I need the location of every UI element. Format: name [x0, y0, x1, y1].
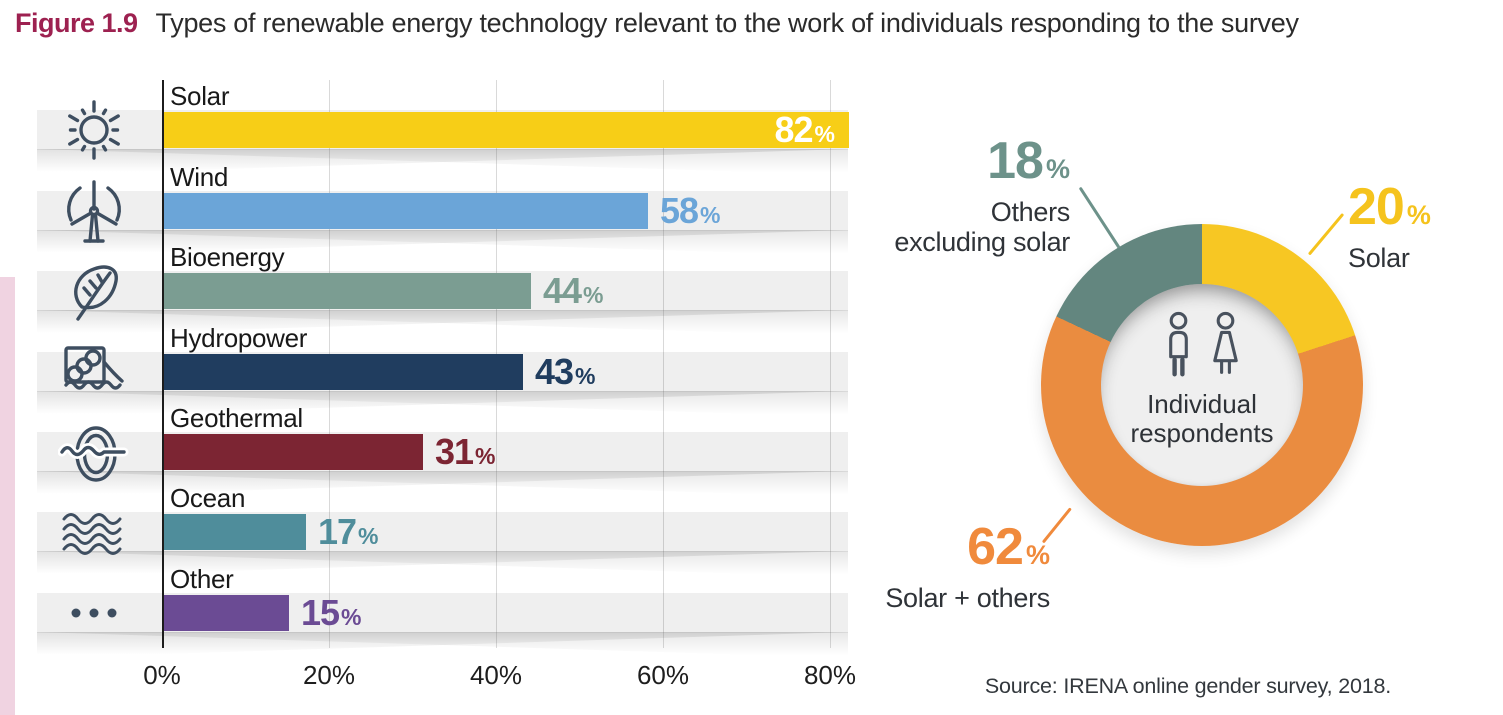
bar-bioenergy	[164, 273, 531, 309]
x-tick-80: 80%	[803, 660, 857, 690]
shadow-wedge	[37, 632, 848, 658]
value-label: 31%	[435, 431, 496, 472]
x-tick-40: 40%	[469, 660, 523, 690]
respondent-icons	[1101, 310, 1303, 384]
callout-solar-plus-others: 62% Solar + others	[885, 518, 1050, 613]
value-label: 43%	[535, 351, 596, 392]
bar-other	[164, 595, 289, 631]
figure-caption: Types of renewable energy technology rel…	[155, 8, 1299, 38]
bar-row-other: Other 15%	[0, 563, 900, 663]
category-label: Wind	[170, 162, 229, 192]
x-tick-20: 20%	[302, 660, 356, 690]
category-label: Geothermal	[170, 403, 303, 433]
donut-center: Individual respondents	[1101, 284, 1303, 486]
more-dots-icon	[58, 577, 130, 649]
x-tick-60: 60%	[636, 660, 690, 690]
gridline-80	[830, 80, 831, 648]
shadow-wedge	[37, 632, 848, 658]
category-label: Bioenergy	[170, 242, 285, 272]
ocean-waves-icon	[58, 496, 130, 568]
bar-geothermal	[164, 434, 423, 470]
value-label: 58%	[660, 190, 721, 231]
value-label: 15%	[301, 592, 362, 633]
bar-hydropower	[164, 354, 523, 390]
bar-track	[37, 593, 848, 633]
value-label: 44%	[543, 270, 604, 311]
source-note: Source: IRENA online gender survey, 2018…	[984, 674, 1391, 698]
figure-title: Figure 1.9 Types of renewable energy tec…	[15, 8, 1485, 39]
wind-turbine-icon	[58, 175, 130, 247]
y-axis-line	[162, 80, 164, 648]
accent-strip	[0, 277, 15, 715]
category-label: Hydropower	[170, 323, 308, 353]
value-label: 17%	[318, 511, 379, 552]
leader-line-others	[1078, 186, 1121, 249]
callout-solar: 20% Solar	[1348, 178, 1431, 273]
woman-icon	[1213, 311, 1238, 374]
bar-wind	[164, 193, 648, 229]
bar-solar	[164, 112, 849, 148]
x-tick-0: 0%	[143, 660, 181, 690]
category-label: Ocean	[170, 483, 246, 513]
hydropower-dam-icon	[58, 336, 130, 408]
man-icon	[1169, 311, 1188, 377]
donut-center-label: Individual respondents	[1130, 389, 1274, 448]
bar-track	[37, 512, 848, 552]
figure-number: Figure 1.9	[15, 8, 138, 38]
category-label: Other	[170, 564, 234, 594]
value-label: 82%	[774, 109, 836, 150]
gridline-60	[663, 80, 664, 648]
bar-ocean	[164, 514, 306, 550]
donut-chart: Individual respondents	[1041, 224, 1363, 546]
callout-others-excluding-solar: 18% Others excluding solar	[894, 132, 1070, 257]
leader-line-solar	[1307, 212, 1345, 256]
leaf-icon	[58, 255, 130, 327]
category-label: Solar	[170, 81, 230, 111]
geothermal-icon	[57, 416, 130, 488]
sun-icon	[58, 94, 130, 166]
